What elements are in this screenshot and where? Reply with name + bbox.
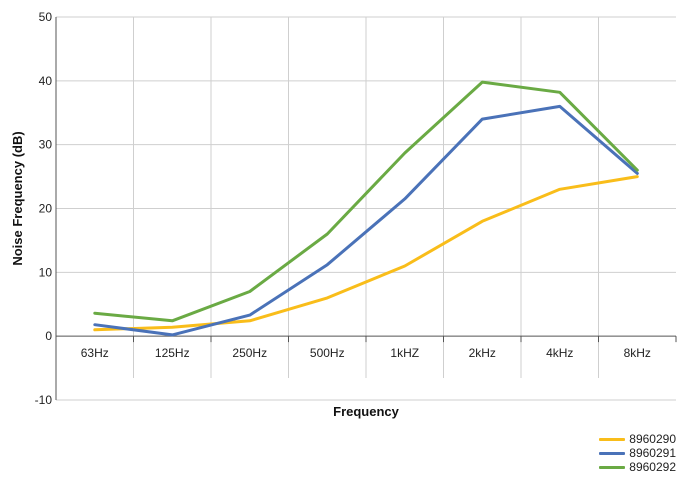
x-tick-label: 500Hz <box>310 346 345 360</box>
legend-item: 8960292 <box>599 460 676 474</box>
legend-swatch-8960290 <box>599 437 626 441</box>
x-tick-label: 1kHZ <box>390 346 419 360</box>
y-tick-label: 50 <box>39 10 53 24</box>
legend-label: 8960292 <box>629 460 676 474</box>
y-tick-label: 20 <box>39 202 53 216</box>
legend-item: 8960291 <box>599 446 676 460</box>
legend-item: 8960290 <box>599 432 676 446</box>
y-tick-label: 40 <box>39 74 53 88</box>
y-tick-label: 0 <box>45 329 52 343</box>
legend-swatch-8960291 <box>599 451 626 455</box>
x-axis-title: Frequency <box>333 404 400 419</box>
legend-label: 8960291 <box>629 446 676 460</box>
x-tick-label: 63Hz <box>81 346 109 360</box>
y-tick-label: -10 <box>35 393 53 407</box>
grid-lines <box>56 16 676 401</box>
legend-label: 8960290 <box>629 432 676 446</box>
series-line-8960291 <box>93 104 639 337</box>
x-tick-label: 2kHz <box>469 346 496 360</box>
series-line-8960292 <box>93 80 639 323</box>
y-tick-labels: -10 0 10 20 30 40 50 <box>35 10 53 407</box>
y-axis-title: Noise Frequency (dB) <box>10 131 25 265</box>
x-tick-label: 125Hz <box>155 346 190 360</box>
x-tick-label: 8kHz <box>624 346 651 360</box>
legend: 8960290 8960291 8960292 <box>599 432 676 474</box>
x-tick-label: 250Hz <box>232 346 267 360</box>
axes <box>55 17 677 400</box>
series-lines <box>93 80 639 337</box>
x-tick-label: 4kHz <box>546 346 573 360</box>
y-tick-label: 30 <box>39 138 53 152</box>
series-line-8960290 <box>93 175 639 332</box>
y-tick-label: 10 <box>39 265 53 279</box>
x-tick-labels: 63Hz 125Hz 250Hz 500Hz 1kHZ 2kHz 4kHz 8kHz <box>81 346 651 360</box>
legend-swatch-8960292 <box>599 465 626 469</box>
